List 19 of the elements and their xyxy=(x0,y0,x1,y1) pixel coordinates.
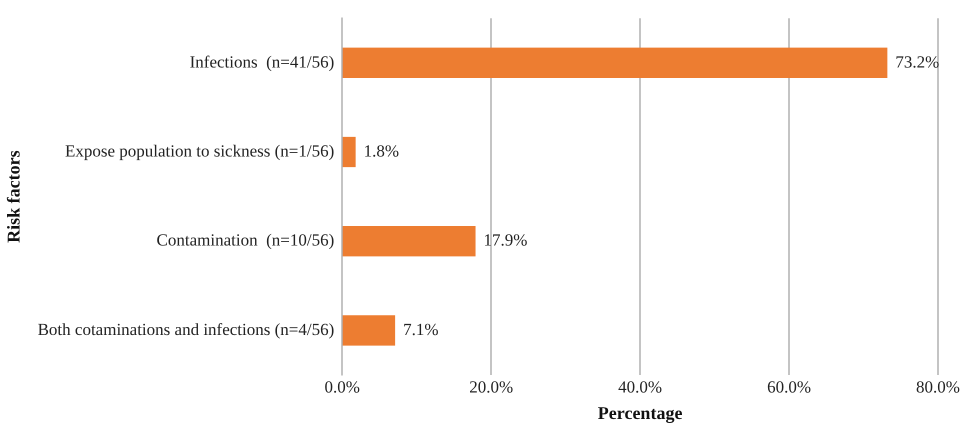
bar xyxy=(342,136,356,168)
bar xyxy=(342,315,396,346)
data-label: 73.2% xyxy=(895,52,940,72)
x-tick-label: 20.0% xyxy=(469,378,514,397)
data-label: 7.1% xyxy=(403,320,439,339)
data-label: 17.9% xyxy=(484,230,528,250)
x-tick-label: 60.0% xyxy=(767,378,812,397)
y-tick-label: Contamination (n=10/56) xyxy=(156,230,334,250)
bar xyxy=(342,48,888,78)
y-axis-title: Risk factors xyxy=(3,150,24,243)
x-tick-label: 80.0% xyxy=(916,378,960,397)
y-tick-label: Expose population to sickness (n=1/56) xyxy=(64,141,334,160)
bar xyxy=(342,226,476,256)
y-tick-label: Both cotaminations and infections (n=4/56) xyxy=(38,320,334,339)
data-label: 1.8% xyxy=(364,141,400,160)
x-tick-label: 40.0% xyxy=(618,378,662,397)
x-axis-title: Percentage xyxy=(598,402,682,423)
y-tick-label: Infections (n=41/56) xyxy=(190,52,334,72)
x-tick-label: 0.0% xyxy=(324,378,360,397)
